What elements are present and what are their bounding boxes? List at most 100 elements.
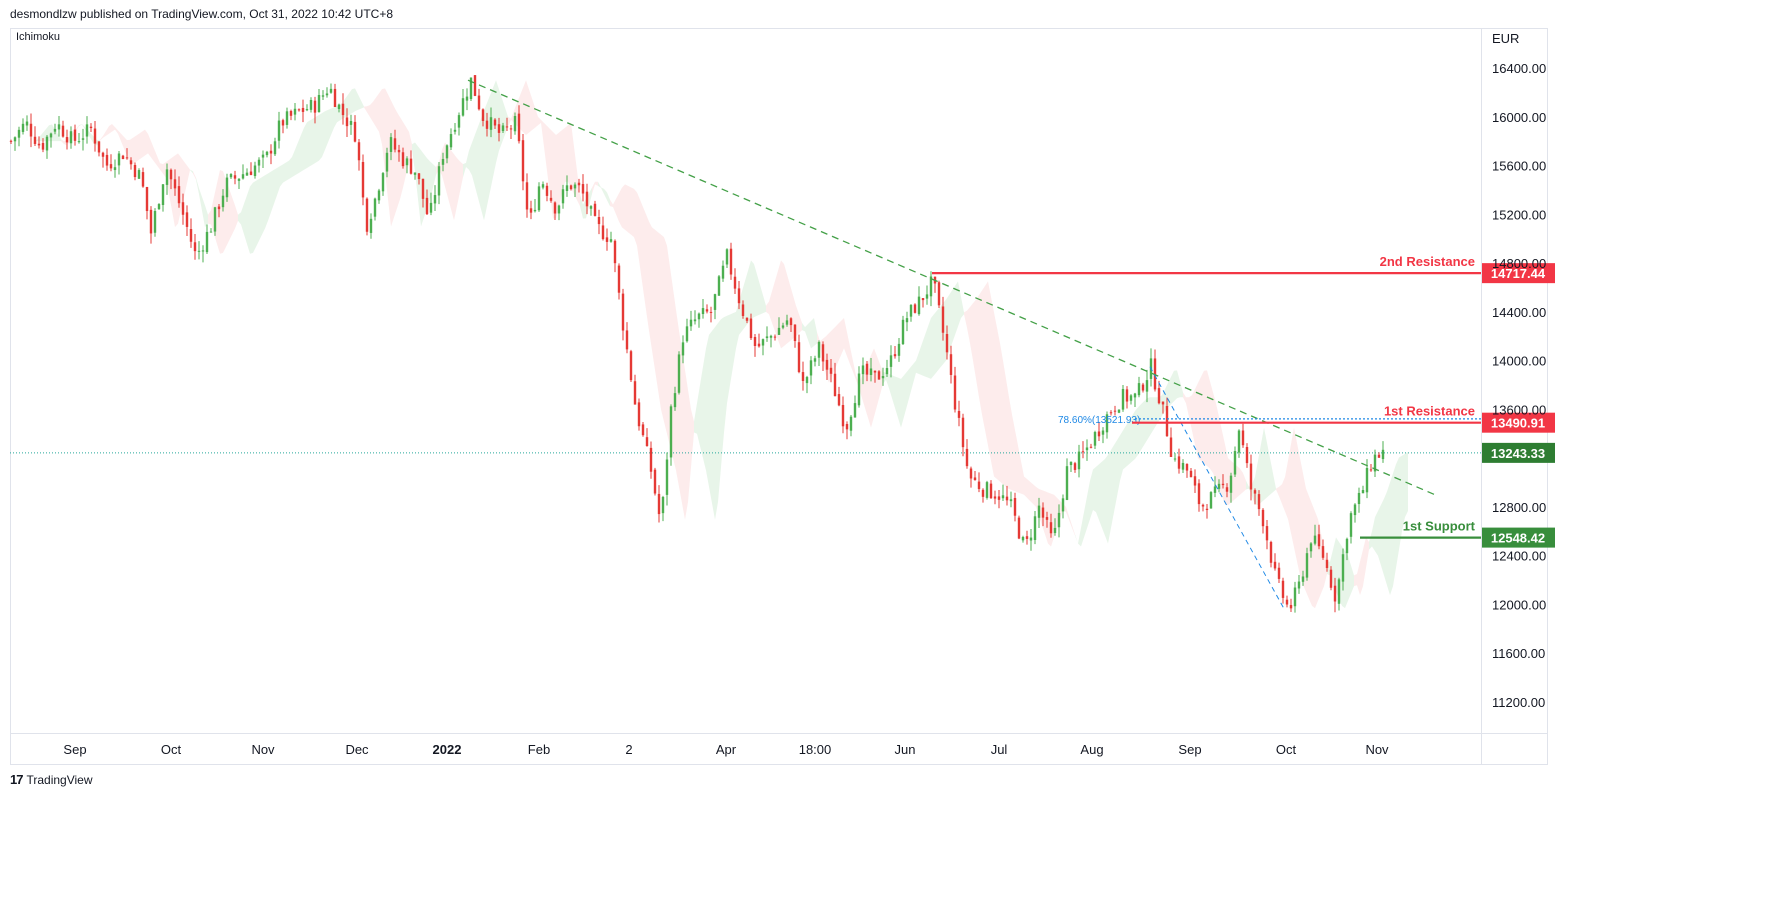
cloud-segment [1153,397,1156,431]
candle-body [393,138,397,150]
y-tick-label: 16000.00 [1492,110,1546,125]
candle-body [217,206,221,210]
cloud-segment [1087,480,1090,529]
candle-body [833,373,837,397]
cloud-segment [634,188,637,246]
x-tick-label: Nov [1365,742,1389,757]
cloud-segment [1393,464,1396,587]
cloud-segment [769,291,772,323]
candle-body [337,104,341,109]
candle-body [397,149,401,153]
cloud-segment [196,177,199,195]
cloud-segment [460,161,463,192]
cloud-segment [1183,392,1186,404]
cloud-segment [274,167,277,204]
candle-body [649,447,653,472]
candle-body [729,248,733,275]
cloud-segment [1369,531,1372,550]
cloud-segment [877,356,880,406]
candle-body [1337,579,1341,604]
candle-body [557,205,561,214]
candle-body [1201,504,1205,507]
cloud-segment [118,130,121,142]
cloud-segment [775,270,778,340]
cloud-segment [934,310,937,376]
cloud-segment [733,311,736,367]
candle-body [741,304,745,316]
cloud-segment [472,134,475,187]
cloud-segment [385,88,388,200]
candle-body [345,117,349,127]
cloud-segment [1375,510,1378,556]
candle-body [117,153,121,166]
candle-body [1097,431,1101,437]
candle-body [1105,414,1109,433]
cloud-segment [757,274,760,316]
y-tick-label: 12800.00 [1492,500,1546,515]
cloud-segment [613,198,616,215]
cloud-segment [1360,549,1363,596]
candle-body [425,197,429,215]
candle-body [9,140,13,142]
cloud-segment [661,234,664,422]
cloud-segment [115,127,118,134]
candle-body [1301,576,1305,582]
cloud-segment [1354,573,1357,587]
candle-body [809,360,813,376]
cloud-segment [628,185,631,235]
candle-body [1185,463,1189,471]
candle-body [329,88,333,93]
candle-body [969,468,973,479]
candle-body [1145,380,1149,392]
cloud-segment [688,389,691,503]
cloud-segment [1258,444,1261,506]
candle-body [813,358,817,362]
candle-body [869,368,873,375]
cloud-segment [748,260,751,324]
cloud-segment [295,142,298,176]
indicator-legend[interactable]: Ichimoku [16,31,61,43]
candle-body [853,403,857,418]
candle-body [461,98,465,116]
candle-body [269,150,273,154]
candle-body [1001,495,1005,499]
candle-body [121,155,125,160]
cloud-segment [1090,469,1093,520]
cloud-segment [1237,465,1240,498]
candle-body [737,288,741,304]
x-tick-label: Aug [1080,742,1103,757]
candle-body [549,197,553,201]
cloud-segment [1270,458,1273,495]
cloud-segment [895,376,898,418]
candle-body [225,177,229,198]
cloud-segment [157,155,160,170]
tradingview-footer[interactable]: 17 TradingView [10,772,93,787]
cloud-segment [1024,476,1027,498]
candle-body [1157,388,1161,404]
cloud-segment [403,122,406,188]
cloud-segment [958,281,961,327]
fib-swing-line [1149,366,1286,611]
x-tick-label: 18:00 [799,742,832,757]
candle-body [169,169,173,180]
cloud-segment [1378,504,1381,566]
cloud-segment [148,133,151,158]
candle-body [137,170,141,179]
cloud-segment [1051,493,1054,547]
candle-body [313,100,317,113]
cloud-segment [1006,378,1009,490]
candle-body [829,367,833,374]
cloud-segment [691,409,694,468]
cloud-segment [256,178,259,247]
cloud-segment [1297,442,1300,576]
cloud-segment [622,184,625,230]
candle-body [513,115,517,132]
candle-body [161,184,165,206]
cloud-segment [1291,427,1294,548]
cloud-segment [172,155,175,228]
candle-body [917,296,921,315]
candle-body [605,237,609,242]
candle-body [477,95,481,110]
cloud-segment [52,124,55,142]
